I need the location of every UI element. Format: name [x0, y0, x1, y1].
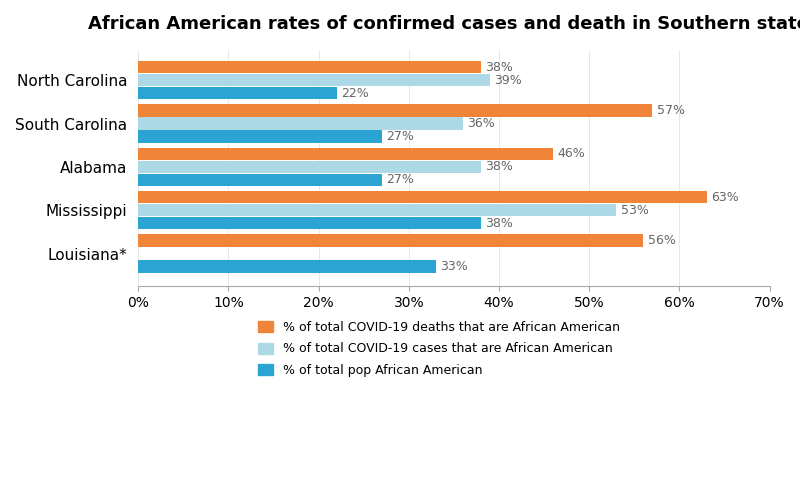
Text: 27%: 27%	[386, 174, 414, 186]
Bar	[138, 260, 436, 272]
Bar	[138, 74, 490, 86]
Bar	[138, 118, 463, 130]
Bar	[138, 161, 481, 173]
Bar	[138, 204, 616, 216]
Bar	[138, 148, 553, 160]
Text: 46%: 46%	[558, 148, 586, 160]
Bar	[138, 191, 706, 203]
Text: 38%: 38%	[486, 60, 514, 74]
Bar	[138, 61, 481, 73]
Legend: % of total COVID-19 deaths that are African American, % of total COVID-19 cases : % of total COVID-19 deaths that are Afri…	[258, 320, 620, 377]
Text: 56%: 56%	[648, 234, 676, 247]
Text: 27%: 27%	[386, 130, 414, 143]
Bar	[138, 87, 337, 99]
Bar	[138, 174, 382, 186]
Text: 36%: 36%	[467, 117, 495, 130]
Title: African American rates of confirmed cases and death in Southern states: African American rates of confirmed case…	[88, 15, 800, 33]
Text: 38%: 38%	[486, 216, 514, 230]
Bar	[138, 217, 481, 230]
Text: 33%: 33%	[441, 260, 468, 273]
Text: 22%: 22%	[342, 86, 369, 100]
Text: 38%: 38%	[486, 160, 514, 173]
Text: 57%: 57%	[657, 104, 685, 117]
Bar	[138, 234, 643, 246]
Bar	[138, 130, 382, 142]
Text: 63%: 63%	[711, 190, 739, 203]
Text: 39%: 39%	[494, 74, 522, 86]
Text: 53%: 53%	[621, 204, 649, 216]
Bar	[138, 104, 653, 117]
